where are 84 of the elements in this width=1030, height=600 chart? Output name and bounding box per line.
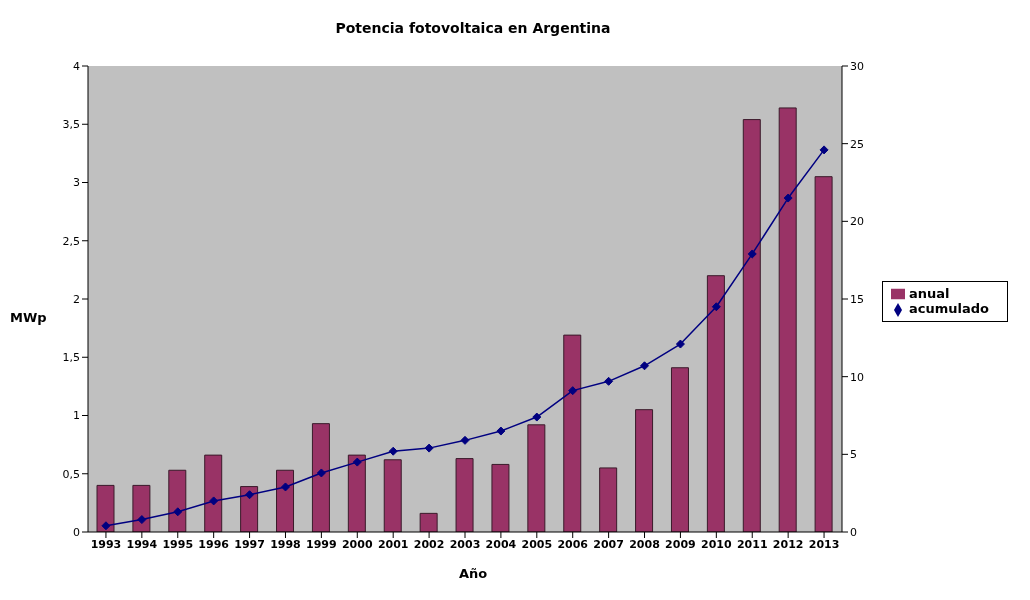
bar xyxy=(563,334,582,532)
point xyxy=(424,443,434,453)
x-tick-label: 1994 xyxy=(126,537,158,551)
bar xyxy=(670,367,689,532)
bar xyxy=(742,119,761,532)
x-tick-label: 2005 xyxy=(521,537,553,551)
y-tick-label: 3,5 xyxy=(62,118,80,132)
x-tick-label: 2000 xyxy=(341,537,373,551)
bar xyxy=(311,423,330,532)
y-axis-title: MWp xyxy=(10,310,47,325)
x-axis-title: Año xyxy=(457,566,489,581)
y-tick-label: 0 xyxy=(73,525,80,539)
bar xyxy=(383,459,402,532)
x-tick-label: 1999 xyxy=(306,537,337,551)
bar xyxy=(599,467,618,532)
point xyxy=(747,249,757,259)
bar xyxy=(419,512,438,532)
bar xyxy=(491,463,510,532)
bar xyxy=(132,484,151,532)
y2-tick-label: 20 xyxy=(850,215,864,229)
y-tick-label: 2,5 xyxy=(62,234,80,248)
y2-tick-label: 30 xyxy=(850,59,864,73)
chart-title: Potencia fotovoltaica en Argentina xyxy=(334,19,612,36)
x-tick-label: 2013 xyxy=(808,537,840,551)
point xyxy=(783,193,793,203)
x-tick-label: 2007 xyxy=(593,537,624,551)
bar xyxy=(635,409,654,532)
y2-tick-label: 0 xyxy=(850,525,857,539)
bar xyxy=(527,424,546,532)
y-tick-label: 1 xyxy=(73,409,80,423)
point xyxy=(460,435,470,445)
x-tick-label: 2012 xyxy=(772,537,804,551)
x-tick-label: 2011 xyxy=(736,537,768,551)
bar xyxy=(347,454,366,532)
point xyxy=(675,339,685,349)
point xyxy=(640,361,650,371)
point xyxy=(496,426,506,436)
x-tick-label: 1996 xyxy=(198,537,230,551)
x-tick-label: 2002 xyxy=(413,537,445,551)
y2-tick-label: 5 xyxy=(850,448,857,462)
x-tick-label: 1995 xyxy=(162,537,194,551)
x-tick-label: 2009 xyxy=(665,537,696,551)
point xyxy=(711,302,721,312)
y-tick-label: 3 xyxy=(73,176,80,190)
x-tick-label: 2008 xyxy=(629,537,660,551)
point xyxy=(532,412,542,422)
y-tick-label: 1,5 xyxy=(62,351,80,365)
bar xyxy=(455,458,474,532)
bar xyxy=(240,486,259,532)
y2-tick-label: 10 xyxy=(850,370,864,384)
legend-label: anual xyxy=(909,285,950,301)
point xyxy=(280,482,290,492)
point xyxy=(316,468,326,478)
x-tick-label: 2006 xyxy=(557,537,589,551)
x-tick-label: 2010 xyxy=(701,537,732,551)
point xyxy=(209,496,219,506)
point xyxy=(388,446,398,456)
bar xyxy=(168,469,187,532)
x-tick-label: 1993 xyxy=(90,537,122,551)
point xyxy=(352,457,362,467)
y2-tick-label: 25 xyxy=(850,137,864,151)
x-tick-label: 2001 xyxy=(377,537,409,551)
bar xyxy=(96,484,115,532)
point xyxy=(819,145,829,155)
point xyxy=(568,386,578,396)
y2-tick-label: 15 xyxy=(850,292,864,306)
y-tick-label: 4 xyxy=(73,59,80,73)
bar xyxy=(778,107,797,532)
legend-label: acumulado xyxy=(909,301,989,316)
bar xyxy=(706,275,725,532)
bar xyxy=(204,454,223,532)
point xyxy=(245,490,255,500)
point xyxy=(137,515,147,525)
y-tick-label: 2 xyxy=(73,292,80,306)
bar xyxy=(276,469,295,532)
point xyxy=(173,507,183,517)
x-tick-label: 2003 xyxy=(449,537,481,551)
point xyxy=(604,376,614,386)
bar xyxy=(814,176,833,532)
x-tick-label: 1998 xyxy=(270,537,301,551)
x-tick-label: 1997 xyxy=(234,537,265,551)
x-tick-label: 2004 xyxy=(485,537,517,551)
point xyxy=(101,521,111,531)
y-tick-label: 0,5 xyxy=(62,467,80,481)
